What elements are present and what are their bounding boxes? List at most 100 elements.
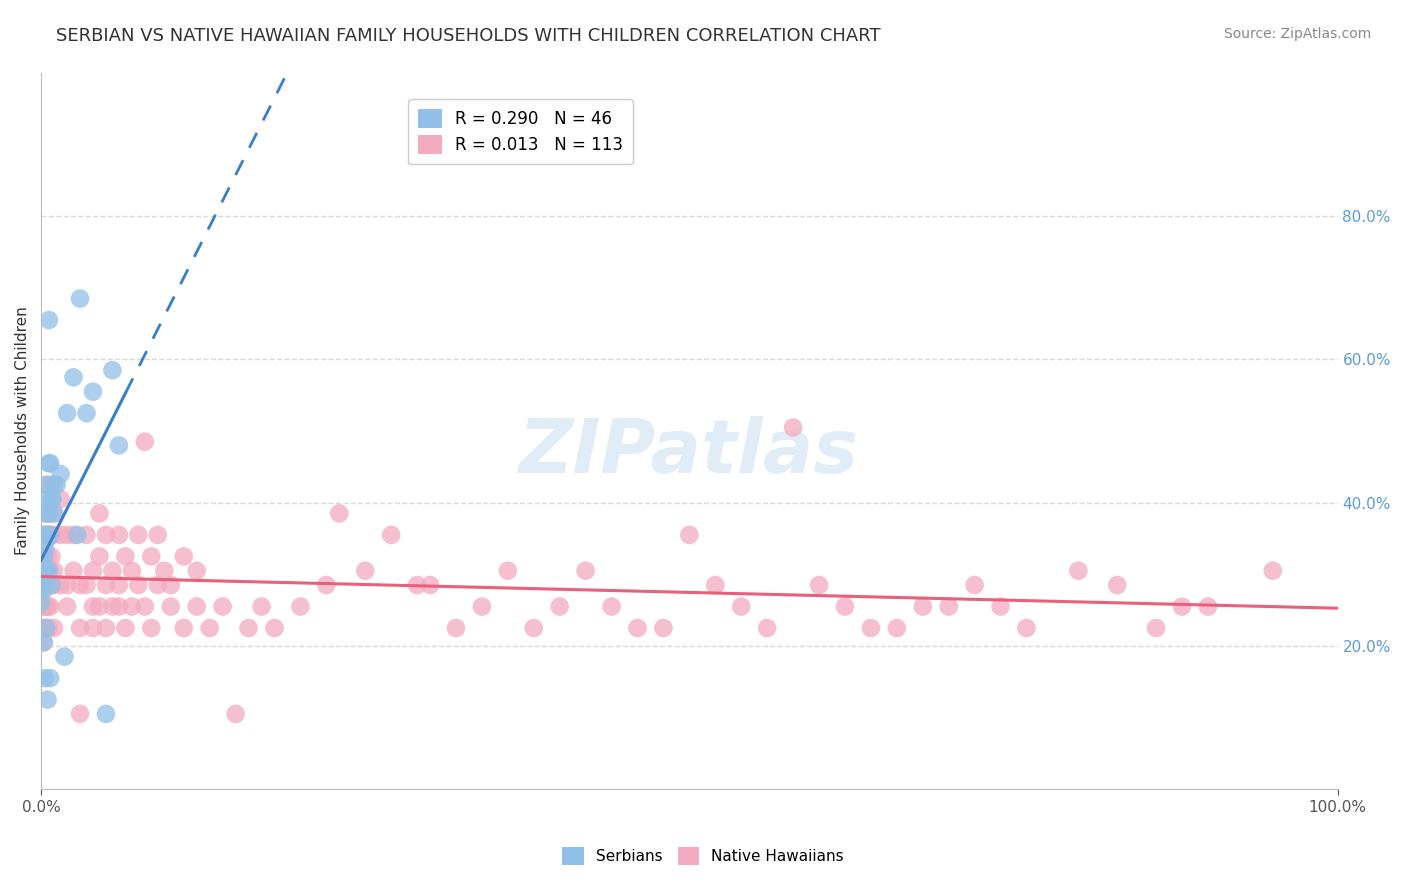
Legend: Serbians, Native Hawaiians: Serbians, Native Hawaiians — [555, 841, 851, 871]
Point — [30, 599, 52, 614]
Point — [127, 578, 149, 592]
Point — [121, 599, 143, 614]
Point — [419, 578, 441, 592]
Point — [31, 564, 53, 578]
Point — [938, 599, 960, 614]
Point — [30, 567, 52, 582]
Point — [652, 621, 675, 635]
Point — [1197, 599, 1219, 614]
Point — [30, 582, 52, 596]
Point — [82, 621, 104, 635]
Point — [678, 528, 700, 542]
Point — [1067, 564, 1090, 578]
Point — [859, 621, 882, 635]
Y-axis label: Family Households with Children: Family Households with Children — [15, 307, 30, 556]
Point — [41, 477, 63, 491]
Point — [159, 578, 181, 592]
Point — [32, 528, 55, 542]
Point — [1107, 578, 1129, 592]
Point — [108, 578, 131, 592]
Point — [108, 528, 131, 542]
Point — [32, 549, 55, 564]
Point — [66, 528, 89, 542]
Point — [56, 406, 79, 420]
Point — [69, 292, 91, 306]
Point — [34, 542, 56, 557]
Point — [37, 528, 59, 542]
Point — [134, 434, 156, 449]
Point — [30, 571, 52, 585]
Point — [82, 384, 104, 399]
Point — [134, 599, 156, 614]
Point — [30, 578, 52, 592]
Point — [834, 599, 856, 614]
Point — [42, 492, 65, 507]
Point — [186, 564, 208, 578]
Point — [45, 477, 67, 491]
Point — [548, 599, 571, 614]
Point — [39, 528, 62, 542]
Text: SERBIAN VS NATIVE HAWAIIAN FAMILY HOUSEHOLDS WITH CHILDREN CORRELATION CHART: SERBIAN VS NATIVE HAWAIIAN FAMILY HOUSEH… — [56, 27, 882, 45]
Point — [35, 507, 58, 521]
Point — [471, 599, 494, 614]
Legend: R = 0.290   N = 46, R = 0.013   N = 113: R = 0.290 N = 46, R = 0.013 N = 113 — [409, 99, 633, 164]
Point — [31, 621, 53, 635]
Point — [35, 599, 58, 614]
Point — [34, 507, 56, 521]
Point — [69, 578, 91, 592]
Point — [76, 528, 98, 542]
Point — [121, 564, 143, 578]
Point — [146, 528, 169, 542]
Point — [114, 621, 136, 635]
Point — [37, 492, 59, 507]
Point — [42, 621, 65, 635]
Point — [38, 528, 60, 542]
Point — [38, 564, 60, 578]
Point — [31, 585, 53, 599]
Point — [101, 599, 124, 614]
Point — [114, 549, 136, 564]
Point — [1015, 621, 1038, 635]
Point — [30, 560, 52, 574]
Point — [41, 549, 63, 564]
Point — [496, 564, 519, 578]
Point — [76, 406, 98, 420]
Point — [38, 578, 60, 592]
Point — [30, 596, 52, 610]
Point — [35, 578, 58, 592]
Point — [782, 420, 804, 434]
Point — [990, 599, 1012, 614]
Point — [41, 492, 63, 507]
Point — [94, 621, 117, 635]
Point — [37, 692, 59, 706]
Point — [101, 564, 124, 578]
Point — [911, 599, 934, 614]
Point — [37, 532, 59, 546]
Point — [1171, 599, 1194, 614]
Point — [42, 507, 65, 521]
Point — [1261, 564, 1284, 578]
Point — [315, 578, 337, 592]
Point — [42, 477, 65, 491]
Point — [38, 621, 60, 635]
Point — [37, 599, 59, 614]
Point — [444, 621, 467, 635]
Point — [406, 578, 429, 592]
Point — [35, 564, 58, 578]
Point — [89, 549, 111, 564]
Point — [39, 564, 62, 578]
Point — [108, 599, 131, 614]
Point — [35, 477, 58, 491]
Point — [35, 477, 58, 491]
Text: ZIPatlas: ZIPatlas — [519, 416, 859, 489]
Point — [31, 528, 53, 542]
Point — [354, 564, 377, 578]
Point — [238, 621, 260, 635]
Point — [225, 706, 247, 721]
Point — [153, 564, 176, 578]
Point — [101, 363, 124, 377]
Point — [56, 599, 79, 614]
Point — [32, 599, 55, 614]
Point — [730, 599, 752, 614]
Point — [141, 621, 163, 635]
